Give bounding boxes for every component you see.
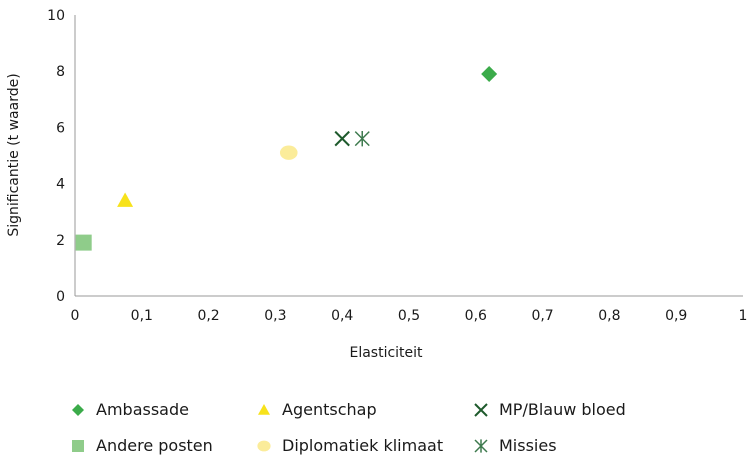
x-tick-label: 0 (71, 308, 80, 324)
y-tick-label: 10 (47, 8, 65, 24)
legend-marker-icon (474, 403, 488, 417)
data-points (75, 66, 498, 251)
y-tick-label: 2 (56, 233, 65, 249)
legend-label: Andere posten (96, 436, 213, 455)
legend-label: Missies (499, 436, 557, 455)
legend-item: Agentschap (258, 400, 377, 419)
legend-label: Ambassade (96, 400, 189, 419)
legend-item: Missies (474, 436, 557, 455)
data-point (334, 130, 350, 147)
legend-label: MP/Blauw bloed (499, 400, 626, 419)
legend-marker-icon (474, 439, 488, 453)
axis-titles: Significantie (t waarde) Elasticiteit (6, 73, 423, 361)
x-tick-label: 0,4 (331, 308, 353, 324)
legend-marker-icon (257, 440, 271, 452)
legend-item: Andere posten (72, 436, 213, 455)
legend-marker-icon (72, 404, 84, 416)
y-tick-label: 4 (56, 177, 65, 193)
y-axis-title: Significantie (t waarde) (6, 73, 22, 236)
data-point (354, 130, 370, 147)
x-tick-label: 0,2 (197, 308, 219, 324)
axes (74, 15, 743, 297)
data-point (117, 192, 134, 207)
legend-label: Agentschap (282, 400, 377, 419)
legend-item: Diplomatiek klimaat (257, 436, 443, 455)
x-tick-label: 0,7 (531, 308, 553, 324)
x-axis-title: Elasticiteit (349, 345, 423, 361)
x-tick-label: 0,1 (131, 308, 153, 324)
legend-marker-icon (72, 440, 84, 452)
y-tick-label: 8 (56, 64, 65, 80)
legend-marker-icon (258, 404, 270, 415)
data-point (481, 66, 498, 83)
legend-item: MP/Blauw bloed (474, 400, 626, 419)
x-tick-label: 0,3 (264, 308, 286, 324)
x-tick-label: 0,5 (398, 308, 420, 324)
x-tick-label: 1 (739, 308, 747, 324)
data-point (75, 234, 92, 251)
y-tick-label: 0 (56, 289, 65, 305)
x-tick-label: 0,6 (465, 308, 487, 324)
data-point (279, 145, 298, 160)
x-tick-label: 0,8 (598, 308, 620, 324)
y-tick-label: 6 (56, 120, 65, 136)
legend-label: Diplomatiek klimaat (282, 436, 443, 455)
legend-item: Ambassade (72, 400, 189, 419)
x-tick-label: 0,9 (665, 308, 687, 324)
legend: Ambassade Agentschap MP/Blauw bloed Andere … (72, 400, 626, 455)
